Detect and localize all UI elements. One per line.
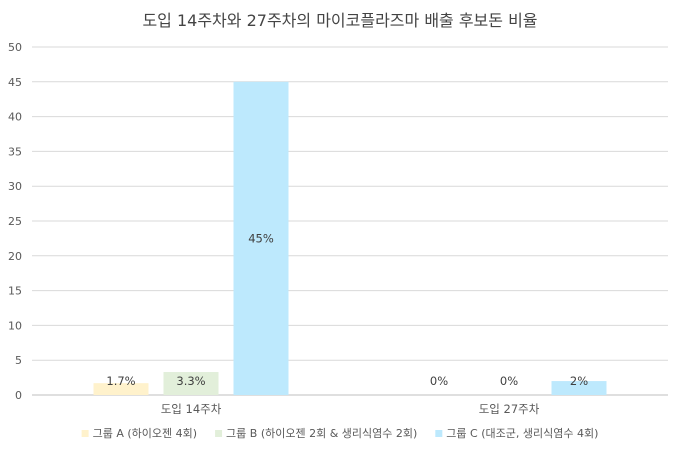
y-tick-label: 45 [8, 76, 22, 89]
y-tick-label: 10 [8, 319, 22, 332]
legend-label: 그룹 A (하이오젠 4회) [93, 426, 197, 440]
data-label: 2% [570, 374, 588, 388]
chart-title: 도입 14주차와 27주차의 마이코플라즈마 배출 후보돈 비율 [142, 11, 537, 30]
legend-swatch [435, 430, 443, 437]
data-labels: 1.7% 3.3% 45% 0% 0% 2% [106, 231, 588, 388]
y-tick-label: 25 [8, 215, 22, 228]
data-label: 0% [430, 374, 448, 388]
y-tick-label: 15 [8, 285, 22, 298]
legend-swatch [215, 430, 223, 437]
y-axis-ticks: 0 5 10 15 20 25 30 35 40 45 50 [8, 41, 22, 402]
data-label: 45% [248, 231, 274, 245]
gridlines [32, 46, 668, 396]
bar [163, 372, 219, 395]
bar [93, 383, 149, 395]
legend: 그룹 A (하이오젠 4회) 그룹 B (하이오젠 2회 & 생리식염수 2회) 그… [81, 426, 598, 440]
bar [233, 81, 289, 396]
legend-item: 그룹 A (하이오젠 4회) [81, 426, 197, 440]
x-category-label: 도입 14주차 [161, 402, 222, 416]
y-tick-label: 40 [8, 111, 22, 124]
legend-swatch [81, 430, 89, 437]
legend-item: 그룹 B (하이오젠 2회 & 생리식염수 2회) [215, 426, 417, 440]
legend-label: 그룹 C (대조군, 생리식염수 4회) [446, 427, 598, 440]
data-label: 3.3% [176, 374, 205, 388]
y-tick-label: 35 [8, 145, 22, 158]
y-tick-label: 5 [15, 354, 22, 367]
data-label: 0% [500, 374, 518, 388]
legend-label: 그룹 B (하이오젠 2회 & 생리식염수 2회) [226, 426, 417, 440]
y-tick-label: 30 [8, 180, 22, 193]
y-tick-label: 20 [8, 250, 22, 263]
y-tick-label: 50 [8, 41, 22, 54]
y-tick-label: 0 [15, 389, 22, 402]
x-axis-categories: 도입 14주차 도입 27주차 [161, 402, 540, 416]
x-category-label: 도입 27주차 [479, 402, 540, 416]
bars [93, 81, 607, 396]
bar [551, 381, 607, 395]
legend-item: 그룹 C (대조군, 생리식염수 4회) [435, 427, 598, 440]
data-label: 1.7% [106, 374, 135, 388]
